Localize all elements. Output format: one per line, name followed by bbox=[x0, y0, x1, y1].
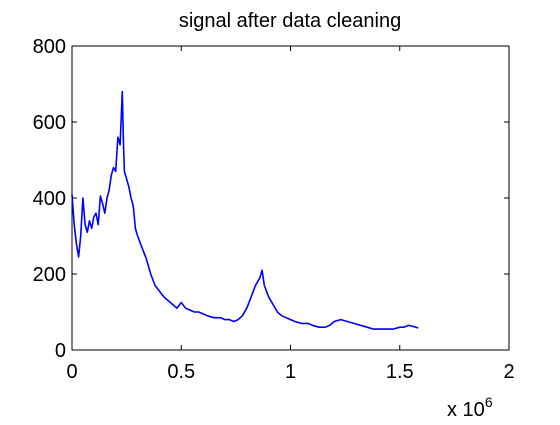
plot-frame bbox=[71, 45, 510, 351]
x-axis-exponent-base: x 10 bbox=[447, 399, 485, 420]
label-layer: 0 0.5 1 1.5 2 0 200 400 600 800 bbox=[33, 36, 515, 383]
x-tick-label: 1.5 bbox=[386, 361, 414, 383]
y-tick-label: 800 bbox=[33, 36, 66, 58]
chart-title: signal after data cleaning bbox=[179, 10, 401, 32]
x-tick-label: 2 bbox=[503, 361, 514, 383]
x-tick-label: 1 bbox=[285, 361, 296, 383]
y-tick-label: 600 bbox=[33, 112, 66, 134]
y-tick-label: 400 bbox=[33, 188, 66, 210]
series-line-1 bbox=[71, 90, 419, 330]
y-tick-label: 0 bbox=[55, 340, 66, 362]
x-tick-label: 0.5 bbox=[167, 361, 195, 383]
tick-layer bbox=[71, 45, 510, 351]
x-tick-label: 0 bbox=[66, 361, 77, 383]
series-layer bbox=[71, 90, 419, 330]
x-axis-exponent-power: 6 bbox=[485, 394, 493, 410]
x-axis-exponent-label: x 106 bbox=[447, 394, 493, 420]
y-tick-label: 200 bbox=[33, 264, 66, 286]
